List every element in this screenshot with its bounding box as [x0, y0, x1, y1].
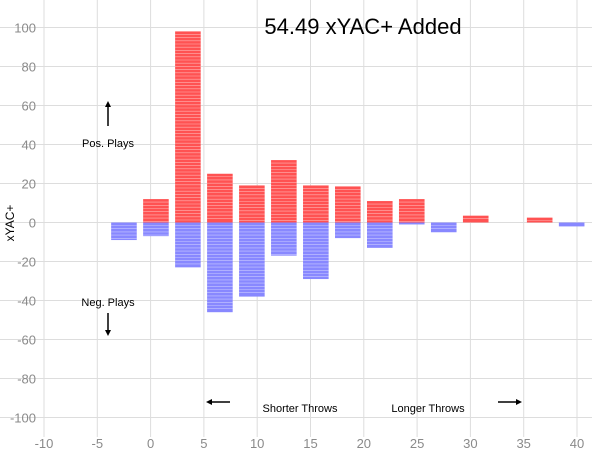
y-tick-label: 0: [29, 216, 36, 231]
x-tick-label: 35: [516, 436, 530, 451]
bar: [271, 222, 297, 256]
bar: [111, 222, 137, 241]
x-tick-label: 40: [570, 436, 584, 451]
bar: [239, 222, 265, 297]
bar: [526, 217, 553, 223]
y-tick-label: 80: [22, 60, 36, 75]
y-tick-label: -100: [10, 411, 36, 426]
y-tick-label: -60: [17, 333, 36, 348]
y-tick-labels: -100 -80 -60 -40 -20 0 20 40 60 80 100: [10, 21, 36, 426]
down-arrow-head-icon: [105, 330, 111, 336]
x-tick-label: 30: [463, 436, 477, 451]
bar: [271, 160, 297, 223]
annotations: Pos. Plays Neg. Plays Shorter Throws Lon…: [81, 101, 522, 415]
x-tick-label: 5: [200, 436, 207, 451]
x-tick-label: 20: [357, 436, 371, 451]
bar: [462, 215, 489, 223]
x-tick-label: -5: [92, 436, 104, 451]
bar: [430, 222, 457, 233]
y-axis-label: xYAC+: [3, 205, 17, 242]
left-arrow-head-icon: [206, 399, 212, 405]
neg-plays-label: Neg. Plays: [81, 297, 135, 309]
x-tick-label: 15: [303, 436, 317, 451]
y-tick-label: -40: [17, 294, 36, 309]
x-tick-label: 0: [147, 436, 154, 451]
bar: [335, 186, 361, 223]
y-tick-label: 20: [22, 177, 36, 192]
bar: [398, 222, 425, 225]
bar: [335, 222, 361, 239]
bar: [143, 199, 169, 223]
pos-plays-label: Pos. Plays: [82, 138, 134, 150]
y-tick-label: -20: [17, 255, 36, 270]
longer-throws-label: Longer Throws: [391, 403, 465, 415]
y-tick-label: 60: [22, 99, 36, 114]
chart-title: 54.49 xYAC+ Added: [264, 14, 461, 39]
y-tick-label: -80: [17, 372, 36, 387]
x-tick-labels: -10 -5 0 5 10 15 20 25 30 35 40: [35, 436, 585, 451]
bar: [207, 173, 233, 223]
x-tick-label: 10: [250, 436, 264, 451]
y-tick-label: 40: [22, 138, 36, 153]
right-arrow-head-icon: [516, 399, 522, 405]
bars: [111, 31, 585, 313]
bar: [239, 185, 265, 223]
bar: [303, 185, 329, 223]
shorter-throws-label: Shorter Throws: [263, 403, 338, 415]
bar: [398, 199, 425, 223]
bar: [143, 222, 169, 237]
x-tick-label: 25: [410, 436, 424, 451]
bar: [558, 222, 585, 227]
up-arrow-head-icon: [105, 101, 111, 107]
x-tick-label: -10: [35, 436, 54, 451]
y-tick-label: 100: [14, 21, 36, 36]
